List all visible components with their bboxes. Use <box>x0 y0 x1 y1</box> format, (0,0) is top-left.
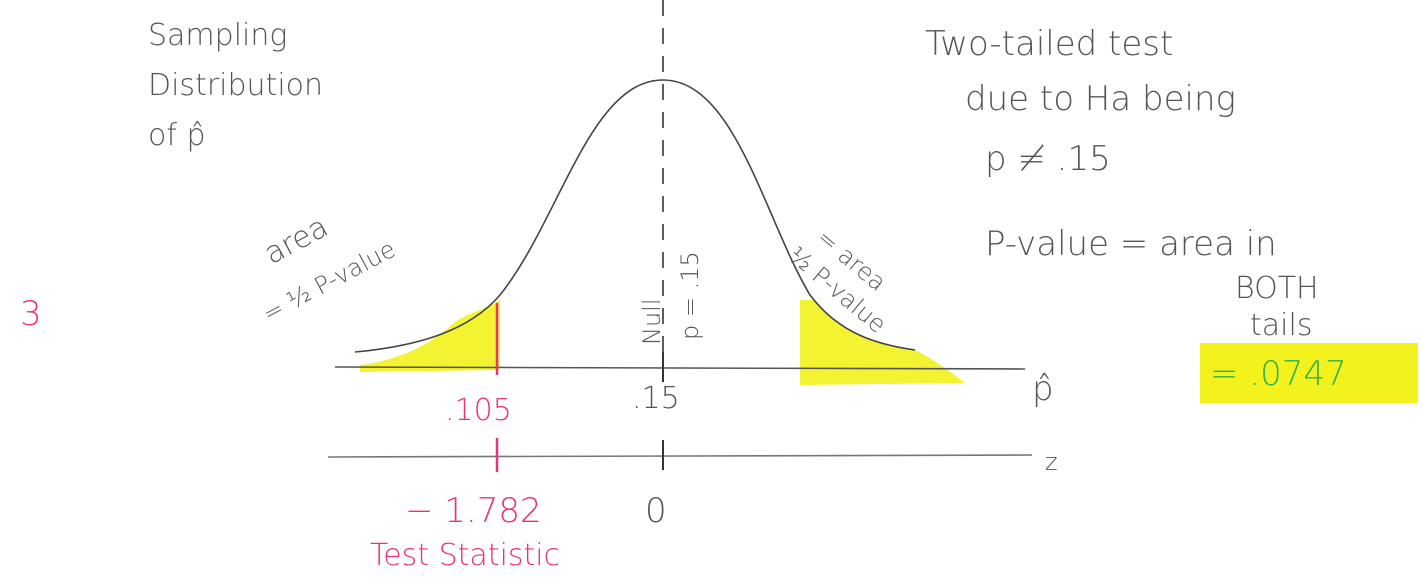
page-number: 3 <box>20 294 42 334</box>
title-line: Distribution <box>148 68 323 103</box>
note-line: Two-tailed test <box>925 24 1173 64</box>
note-line: BOTH <box>1235 271 1319 306</box>
z-tick-label: − 1.782 <box>405 491 542 531</box>
null-label: p = .15 <box>676 251 704 340</box>
note-line: tails <box>1250 308 1312 343</box>
note-line: P-value = area in <box>985 224 1277 264</box>
result: = .0747 <box>1210 354 1347 394</box>
test-statistic-label: Test Statistic <box>370 538 560 573</box>
diagram: 3 Sampling Distribution of p̂ Two-tailed… <box>0 0 1422 577</box>
z-tick-label: 0 <box>645 491 667 531</box>
p-hat-tick-label: .15 <box>632 381 680 416</box>
p-hat-tick-label: .105 <box>445 393 512 428</box>
title-line: of p̂ <box>148 118 206 153</box>
z-axis-label: z <box>1045 448 1058 476</box>
p-hat-axis-label: p̂ <box>1032 369 1054 409</box>
note-line: due to Ha being <box>965 79 1236 119</box>
note-line: p ≠ .15 <box>985 139 1111 179</box>
null-label: Null <box>638 299 666 346</box>
title-line: Sampling <box>148 18 287 53</box>
